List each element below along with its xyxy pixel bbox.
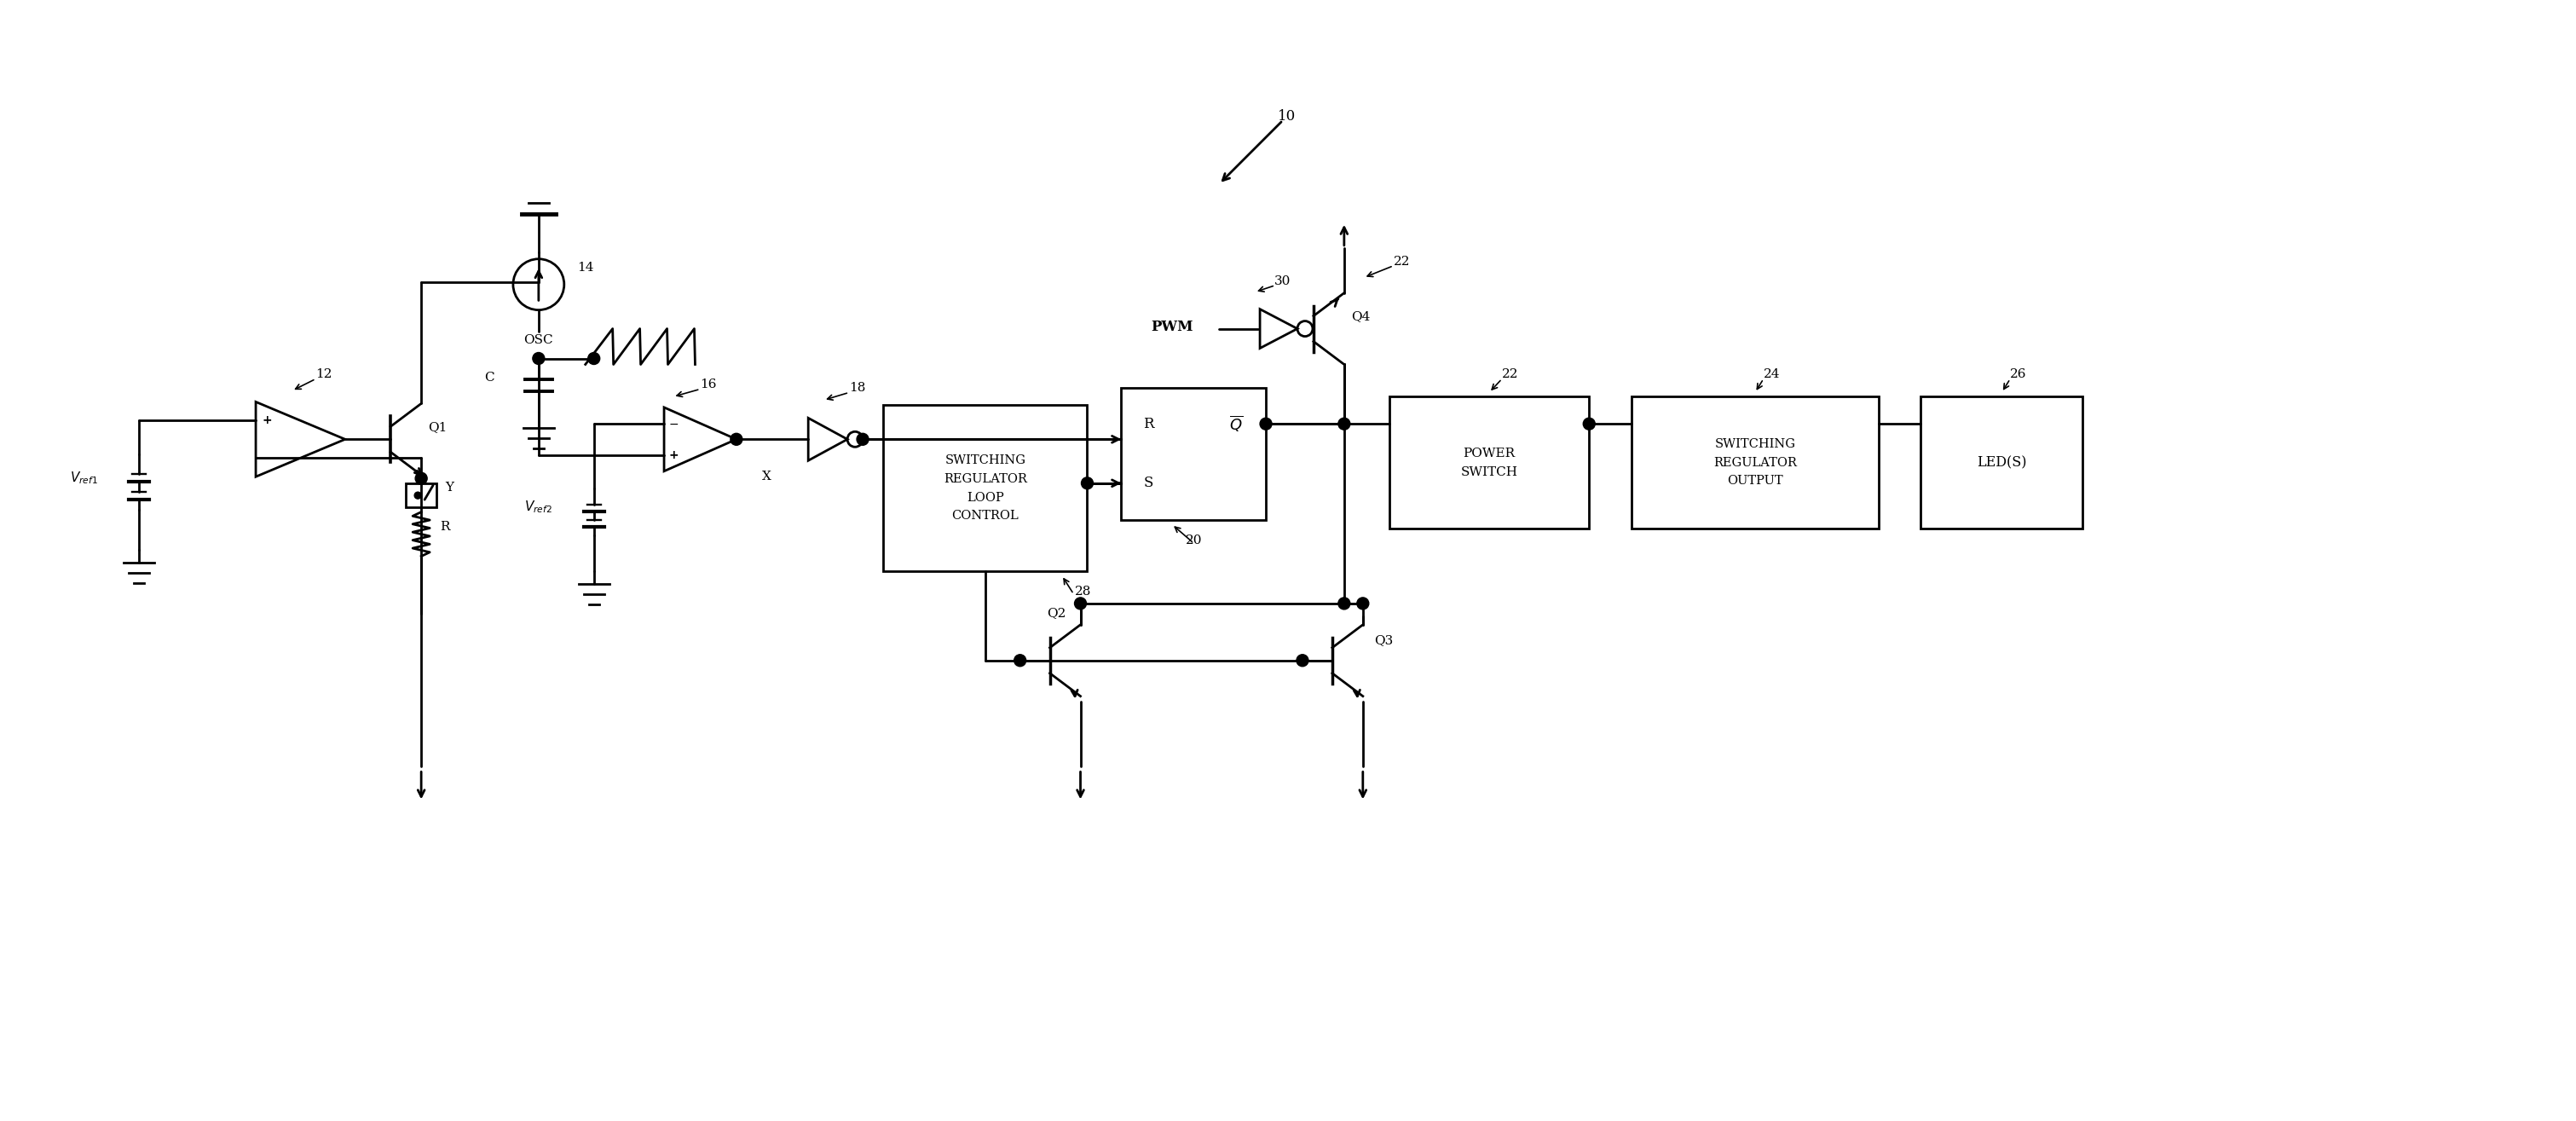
Text: 24: 24 — [1765, 369, 1780, 381]
Text: 22: 22 — [1394, 256, 1409, 268]
Text: 20: 20 — [1185, 535, 1203, 546]
Text: SWITCHING
REGULATOR
LOOP
CONTROL: SWITCHING REGULATOR LOOP CONTROL — [943, 454, 1028, 522]
Text: 30: 30 — [1275, 275, 1291, 287]
Circle shape — [1584, 418, 1595, 429]
Text: $\overline{Q}$: $\overline{Q}$ — [1229, 414, 1244, 434]
Circle shape — [415, 492, 422, 499]
Text: OSC: OSC — [523, 334, 554, 345]
Circle shape — [732, 434, 742, 445]
Text: LED(S): LED(S) — [1976, 455, 2027, 470]
Circle shape — [1337, 597, 1350, 610]
Circle shape — [415, 472, 428, 484]
Circle shape — [1260, 418, 1273, 429]
Circle shape — [1337, 418, 1350, 429]
Text: $-$: $-$ — [263, 452, 273, 464]
Text: $V_{ref2}$: $V_{ref2}$ — [526, 499, 554, 516]
Text: 26: 26 — [2009, 369, 2027, 381]
Text: 12: 12 — [317, 369, 332, 381]
Text: Q4: Q4 — [1350, 311, 1370, 323]
Text: $V_{ref1}$: $V_{ref1}$ — [70, 470, 98, 485]
Bar — [1922, 397, 2081, 529]
Circle shape — [1296, 655, 1309, 666]
Circle shape — [1074, 597, 1087, 610]
Bar — [1121, 388, 1265, 520]
Bar — [1631, 397, 1878, 529]
Text: SWITCHING
REGULATOR
OUTPUT: SWITCHING REGULATOR OUTPUT — [1713, 438, 1795, 488]
Text: Q3: Q3 — [1373, 634, 1394, 646]
Text: POWER
SWITCH: POWER SWITCH — [1461, 447, 1517, 478]
Circle shape — [533, 352, 544, 364]
Text: R: R — [440, 520, 451, 532]
Text: Y: Y — [446, 482, 453, 493]
Text: Q2: Q2 — [1046, 606, 1066, 619]
Circle shape — [1015, 655, 1025, 666]
Text: 16: 16 — [701, 379, 716, 391]
Text: +: + — [263, 415, 273, 426]
Circle shape — [1082, 478, 1092, 489]
Text: R: R — [1144, 417, 1154, 432]
Text: C: C — [484, 372, 495, 385]
Bar — [884, 406, 1087, 571]
Text: 10: 10 — [1278, 109, 1296, 123]
Text: +: + — [670, 450, 677, 461]
Text: S: S — [1144, 476, 1154, 490]
Circle shape — [858, 434, 868, 445]
Bar — [1388, 397, 1589, 529]
Bar — [407, 483, 435, 508]
Text: 14: 14 — [577, 261, 592, 274]
Text: PWM: PWM — [1151, 319, 1193, 334]
Text: X: X — [762, 471, 770, 483]
Circle shape — [587, 352, 600, 364]
Text: $-$: $-$ — [667, 417, 677, 429]
Circle shape — [1358, 597, 1368, 610]
Text: 18: 18 — [850, 382, 866, 395]
Text: 28: 28 — [1074, 585, 1092, 597]
Text: Q1: Q1 — [428, 421, 448, 434]
Text: 22: 22 — [1502, 369, 1517, 381]
